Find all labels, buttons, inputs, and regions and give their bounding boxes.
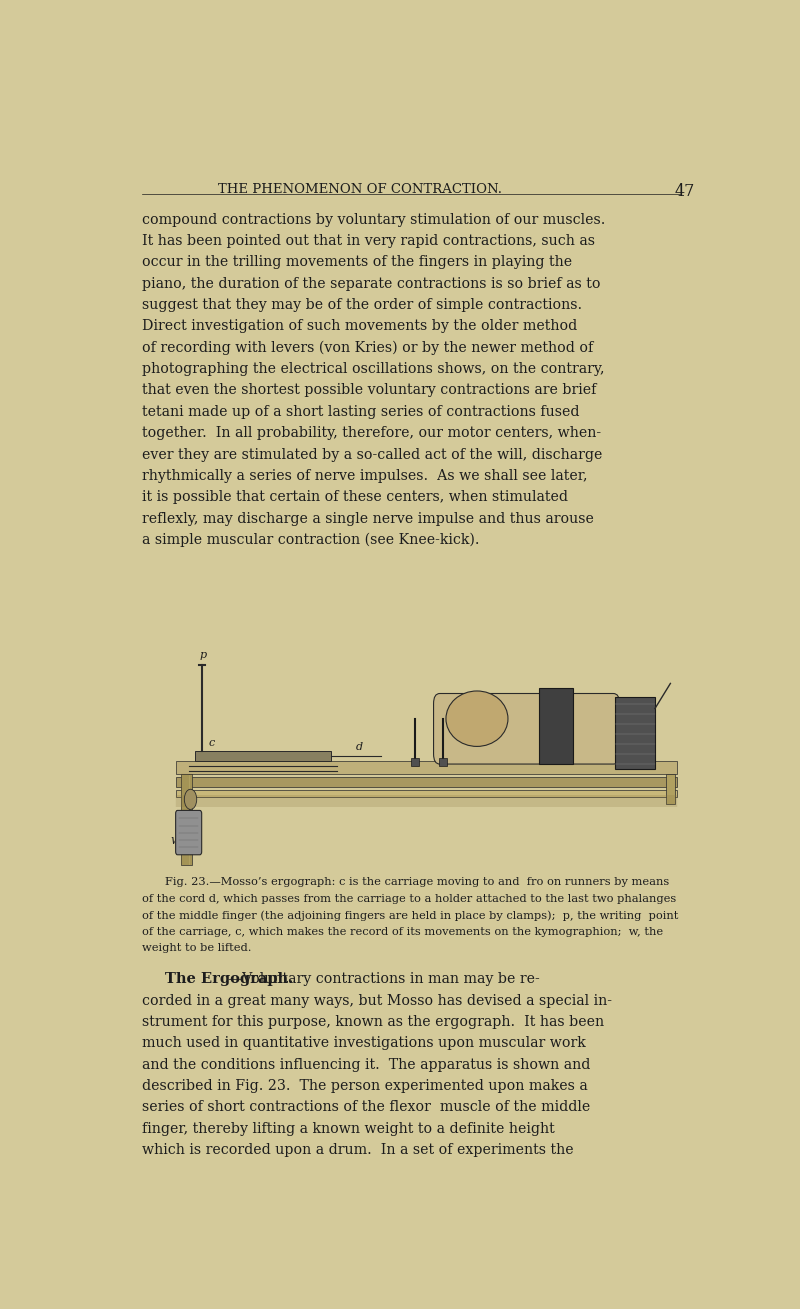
Bar	[614, 696, 655, 770]
Text: much used in quantitative investigations upon muscular work: much used in quantitative investigations…	[142, 1037, 586, 1050]
Bar	[539, 689, 573, 764]
Circle shape	[184, 789, 197, 809]
Bar	[176, 791, 677, 797]
Text: together.  In all probability, therefore, our motor centers, when-: together. In all probability, therefore,…	[142, 427, 602, 440]
Bar	[176, 778, 677, 787]
Text: rhythmically a series of nerve impulses.  As we shall see later,: rhythmically a series of nerve impulses.…	[142, 469, 588, 483]
Bar	[142, 563, 680, 870]
Text: it is possible that certain of these centers, when stimulated: it is possible that certain of these cen…	[142, 491, 568, 504]
Text: of recording with levers (von Kries) or by the newer method of: of recording with levers (von Kries) or …	[142, 340, 594, 355]
Text: It has been pointed out that in very rapid contractions, such as: It has been pointed out that in very rap…	[142, 234, 595, 247]
Text: photographing the electrical oscillations shows, on the contrary,: photographing the electrical oscillation…	[142, 363, 605, 376]
Ellipse shape	[446, 691, 508, 746]
Text: c: c	[209, 738, 214, 747]
Text: p: p	[199, 651, 206, 660]
Bar	[181, 774, 192, 865]
Text: piano, the duration of the separate contractions is so brief as to: piano, the duration of the separate cont…	[142, 276, 601, 291]
Text: finger, thereby lifting a known weight to a definite height: finger, thereby lifting a known weight t…	[142, 1122, 555, 1136]
Bar	[439, 758, 446, 766]
Text: —Voluntary contractions in man may be re-: —Voluntary contractions in man may be re…	[227, 973, 539, 986]
Text: suggest that they may be of the order of simple contractions.: suggest that they may be of the order of…	[142, 298, 582, 312]
Text: strument for this purpose, known as the ergograph.  It has been: strument for this purpose, known as the …	[142, 1014, 604, 1029]
Text: reflexly, may discharge a single nerve impulse and thus arouse: reflexly, may discharge a single nerve i…	[142, 512, 594, 526]
Text: described in Fig. 23.  The person experimented upon makes a: described in Fig. 23. The person experim…	[142, 1079, 588, 1093]
Text: Direct investigation of such movements by the older method: Direct investigation of such movements b…	[142, 319, 578, 334]
Text: 47: 47	[675, 183, 695, 200]
Text: and the conditions influencing it.  The apparatus is shown and: and the conditions influencing it. The a…	[142, 1058, 590, 1072]
FancyBboxPatch shape	[434, 694, 619, 764]
Text: of the carriage, c, which makes the record of its movements on the kymographion;: of the carriage, c, which makes the reco…	[142, 927, 663, 937]
Bar	[176, 761, 677, 774]
Text: w: w	[170, 834, 180, 847]
Text: weight to be lifted.: weight to be lifted.	[142, 944, 252, 953]
FancyBboxPatch shape	[176, 810, 202, 855]
Text: Fig. 23.—Mosso’s ergograph: c is the carriage moving to and  fro on runners by m: Fig. 23.—Mosso’s ergograph: c is the car…	[165, 877, 670, 888]
Bar	[666, 774, 675, 804]
Text: The Ergograph.: The Ergograph.	[165, 973, 294, 986]
Text: corded in a great many ways, but Mosso has devised a special in-: corded in a great many ways, but Mosso h…	[142, 994, 612, 1008]
Text: of the cord d, which passes from the carriage to a holder attached to the last t: of the cord d, which passes from the car…	[142, 894, 677, 903]
Text: ever they are stimulated by a so-called act of the will, discharge: ever they are stimulated by a so-called …	[142, 448, 602, 462]
Text: which is recorded upon a drum.  In a set of experiments the: which is recorded upon a drum. In a set …	[142, 1143, 574, 1157]
Text: THE PHENOMENON OF CONTRACTION.: THE PHENOMENON OF CONTRACTION.	[218, 183, 502, 196]
Bar	[195, 751, 331, 761]
Bar	[411, 758, 418, 766]
Text: series of short contractions of the flexor  muscle of the middle: series of short contractions of the flex…	[142, 1101, 590, 1114]
Text: compound contractions by voluntary stimulation of our muscles.: compound contractions by voluntary stimu…	[142, 212, 606, 226]
Text: tetani made up of a short lasting series of contractions fused: tetani made up of a short lasting series…	[142, 404, 580, 419]
Text: d: d	[356, 742, 363, 751]
Text: occur in the trilling movements of the fingers in playing the: occur in the trilling movements of the f…	[142, 255, 572, 270]
Text: a simple muscular contraction (see Knee-kick).: a simple muscular contraction (see Knee-…	[142, 533, 480, 547]
Text: of the middle finger (the adjoining fingers are held in place by clamps);  p, th: of the middle finger (the adjoining fing…	[142, 910, 678, 920]
Text: that even the shortest possible voluntary contractions are brief: that even the shortest possible voluntar…	[142, 384, 597, 398]
